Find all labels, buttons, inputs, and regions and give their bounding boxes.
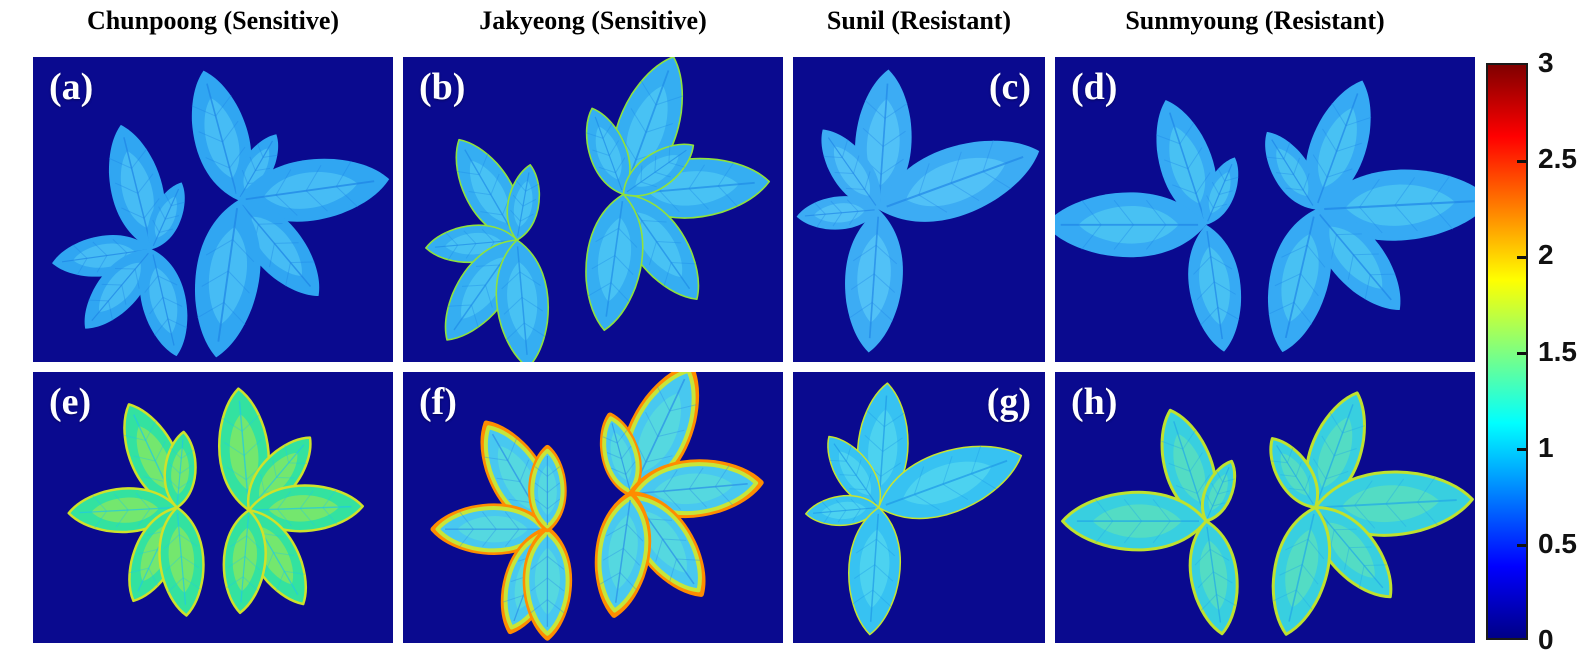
colorbar-tick-mark <box>1517 544 1526 548</box>
heatmap-panel-h: (h) <box>1055 372 1475 643</box>
colorbar-tick-label-2.5: 2.5 <box>1538 143 1577 175</box>
colorbar-tick-mark <box>1517 448 1526 452</box>
colorbar-tick-label-3: 3 <box>1538 47 1554 78</box>
leaf-heatmap-image-f <box>430 372 764 641</box>
leaf-heatmap-image-g <box>805 382 1023 636</box>
panel-label-c: (c) <box>988 66 1031 108</box>
heatmap-panel-a: (a) <box>33 57 393 362</box>
colorbar: 3 2.5 2 1.5 1 0.5 0 <box>1486 47 1580 655</box>
leaf-heatmap-image-c <box>796 69 1040 353</box>
panel-label-b: (b) <box>419 66 466 108</box>
colorbar-tick-label-0.5: 0.5 <box>1538 527 1577 559</box>
leaf-heatmap-image-e <box>67 387 364 617</box>
colorbar-tick-label-1.5: 1.5 <box>1538 335 1577 367</box>
leaf-heatmap-image-h <box>1061 391 1474 636</box>
heatmap-panel-d: (d) <box>1055 57 1475 362</box>
heatmap-panel-g: (g) <box>793 372 1045 643</box>
column-title-chunpoong: Chunpoong (Sensitive) <box>86 6 340 35</box>
column-title-jakyeong: Jakyeong (Sensitive) <box>479 6 707 35</box>
leaf-heatmap-image-a <box>52 70 390 358</box>
panel-label-f: (f) <box>419 381 457 423</box>
colorbar-tick-label-1: 1 <box>1538 431 1554 463</box>
heatmap-panel-c: (c) <box>793 57 1045 362</box>
panel-label-a: (a) <box>49 66 94 108</box>
colorbar-tick-label-2: 2 <box>1538 239 1554 271</box>
panel-label-e: (e) <box>49 381 92 423</box>
panel-label-d: (d) <box>1071 66 1118 108</box>
colorbar-tick-mark <box>1517 255 1526 259</box>
colorbar-tick-mark <box>1517 159 1526 163</box>
column-title-sunil: Sunil (Resistant) <box>826 6 1012 35</box>
leaf-heatmap-image-d <box>1055 80 1475 353</box>
heatmap-panel-e: (e) <box>33 372 393 643</box>
panel-label-h: (h) <box>1071 381 1118 423</box>
panel-label-g: (g) <box>986 381 1031 423</box>
column-title-sunmyoung: Sunmyoung (Resistant) <box>1125 6 1385 35</box>
heatmap-panel-b: (b) <box>403 57 783 362</box>
colorbar-tick-label-0: 0 <box>1538 624 1554 655</box>
heatmap-panel-f: (f) <box>403 372 783 643</box>
colorbar-tick-mark <box>1517 352 1526 355</box>
colorbar-gradient <box>1486 63 1528 640</box>
leaf-heatmap-image-b <box>425 57 771 362</box>
